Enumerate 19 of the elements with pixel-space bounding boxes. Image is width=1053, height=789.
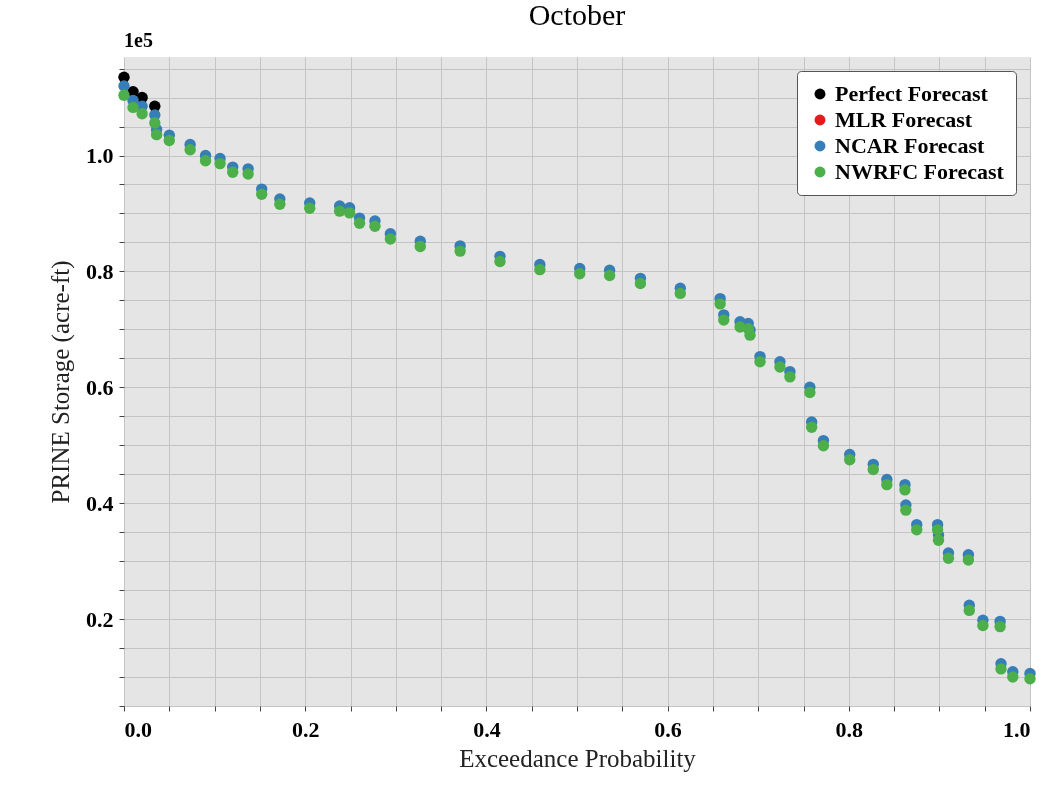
x-tick-label: 0.0 bbox=[124, 716, 152, 742]
x-tick-label: 0.2 bbox=[291, 716, 320, 742]
y-axis-title: PRINE Storage (acre-ft) bbox=[47, 260, 75, 504]
x-tick-label: 1.0 bbox=[1003, 716, 1031, 742]
x-tick-label: 0.8 bbox=[835, 716, 864, 742]
legend-label: MLR Forecast bbox=[835, 107, 973, 132]
legend-label: Perfect Forecast bbox=[835, 81, 989, 106]
x-axis-title: Exceedance Probability bbox=[459, 744, 697, 772]
text: 1e5 bbox=[124, 29, 153, 51]
y-tick-label: 0.6 bbox=[86, 374, 114, 400]
x-tick-label: 0.6 bbox=[654, 716, 682, 742]
y-tick-label: 1.0 bbox=[86, 143, 114, 169]
chart-title: October bbox=[528, 0, 626, 31]
y-tick-label: 0.8 bbox=[86, 258, 114, 284]
legend-label: NWRFC Forecast bbox=[835, 159, 1005, 184]
y-tick-label: 0.4 bbox=[86, 490, 114, 516]
x-tick-label: 0.4 bbox=[473, 716, 501, 742]
legend-label: NCAR Forecast bbox=[835, 133, 985, 158]
y-tick-label: 0.2 bbox=[86, 606, 114, 632]
